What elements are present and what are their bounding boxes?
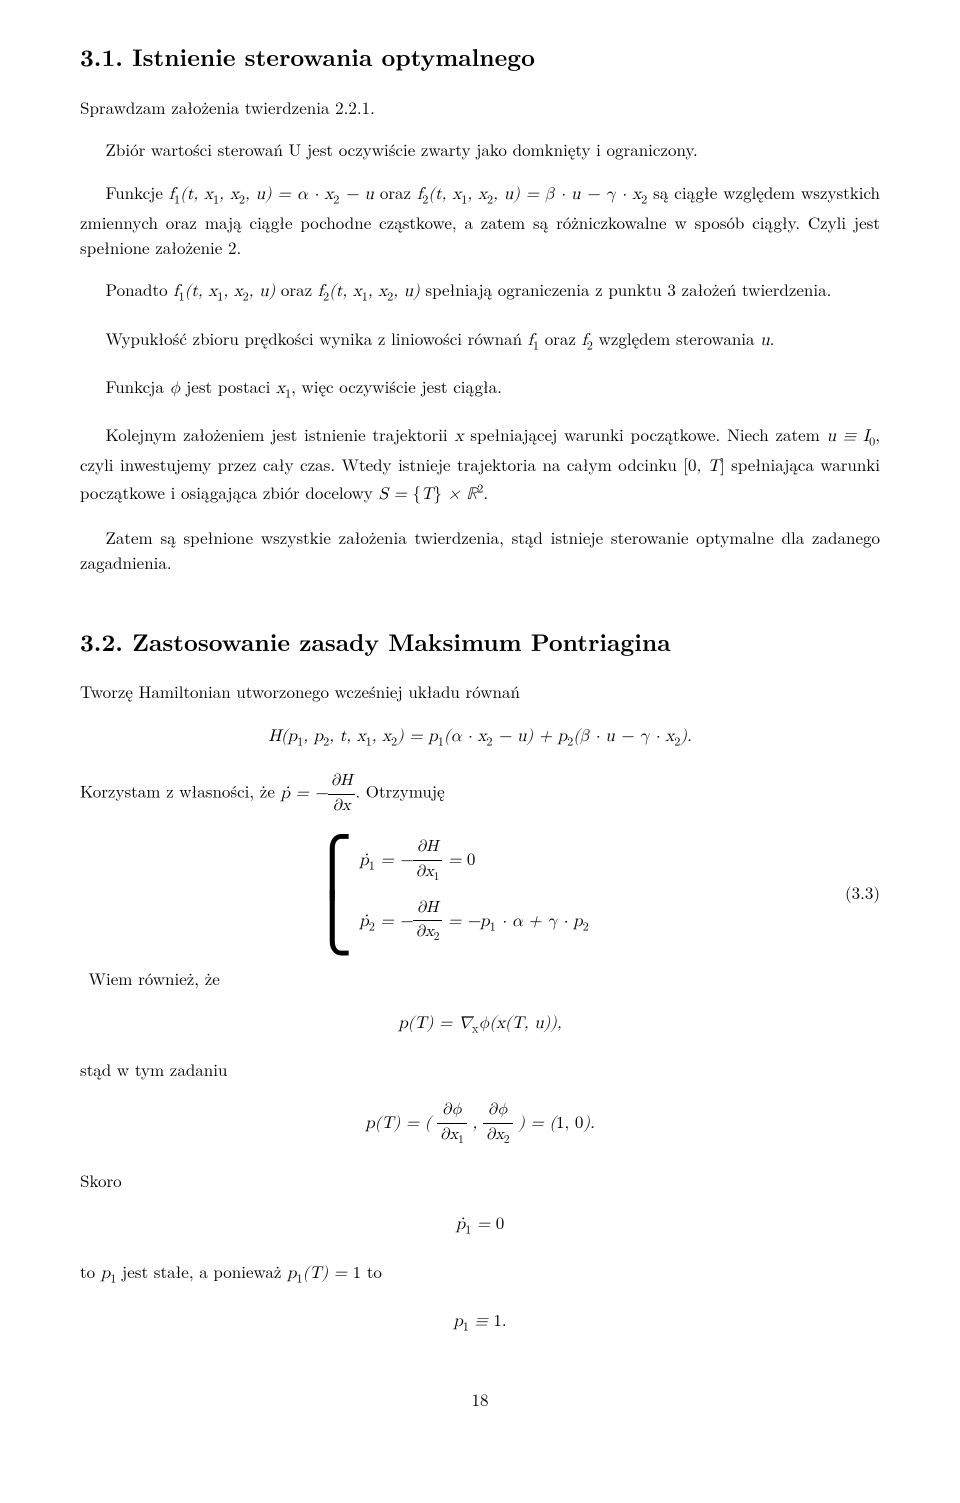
- equation-pT-grad: p(T) = ∇xϕ(x(T, u)),: [80, 1009, 880, 1039]
- math-inline: x1: [276, 380, 291, 397]
- paragraph: Wypukłość zbioru prędkości wynika z lini…: [80, 326, 880, 356]
- equation-hamiltonian: H(p1, p2, t, x1, x2) = p1(α · x2 − u) + …: [80, 722, 880, 752]
- math-inline: u ≡ I0: [827, 428, 876, 445]
- equation-number: (3.3): [820, 880, 880, 905]
- equation-p1-identity: p1 ≡ 1.: [80, 1307, 880, 1337]
- math-inline: p1(T) = 1: [287, 1265, 361, 1282]
- math-inline: S = {T} × ℝ2: [379, 486, 484, 503]
- section-3-1-heading: 3.1. Istnienie sterowania optymalnego: [80, 40, 880, 75]
- math-inline: [0, T]: [683, 458, 724, 475]
- paragraph: Zatem są spełnione wszystkie założenia t…: [80, 525, 880, 574]
- paragraph: Wiem również, że: [80, 966, 880, 991]
- math-inline: f2(t, x1, x2, u): [318, 283, 420, 300]
- math-inline: f1(t, x1, x2, u): [173, 283, 275, 300]
- section-title: Istnienie sterowania optymalnego: [132, 40, 535, 74]
- equation-pT-value: p(T) = ( ∂ϕ∂x1 , ∂ϕ∂x2 ) = (1, 0).: [80, 1099, 880, 1149]
- math-inline: f2(t, x1, x2, u) = β · u − γ · x2: [417, 186, 647, 203]
- paragraph: Korzystam z własności, że ṗ = −∂H∂x. Otr…: [80, 770, 880, 818]
- section-title: Zastosowanie zasady Maksimum Pontriagina: [132, 625, 671, 659]
- paragraph: Sprawdzam założenia twierdzenia 2.2.1.: [80, 95, 880, 120]
- section-number: 3.2.: [80, 625, 123, 659]
- math-inline: ṗ = −∂H∂x: [281, 785, 356, 802]
- paragraph: to p1 jest stałe, a ponieważ p1(T) = 1 t…: [80, 1259, 880, 1289]
- math-inline: f1(t, x1, x2, u) = α · x2 − u: [169, 186, 374, 203]
- equation-p1dot: ṗ1 = 0: [80, 1210, 880, 1240]
- paragraph: stąd w tym zadaniu: [80, 1057, 880, 1082]
- paragraph: Funkcja ϕ jest postaci x1, więc oczywiśc…: [80, 374, 880, 404]
- math-inline: x: [454, 428, 463, 445]
- math-inline: f2: [582, 332, 593, 349]
- paragraph: Funkcje f1(t, x1, x2, u) = α · x2 − u or…: [80, 180, 880, 259]
- paragraph: Zbiór wartości sterowań U jest oczywiści…: [80, 137, 880, 162]
- equation-system-3-3: ⎧⎩ ṗ1 = −∂H∂x1 = 0 ṗ2 = −∂H∂x2 = −p1 · α…: [80, 836, 880, 948]
- page-number: 18: [80, 1387, 880, 1412]
- math-inline: f1: [528, 332, 539, 349]
- math-inline: u: [760, 332, 769, 349]
- math-inline: ϕ: [170, 380, 181, 397]
- section-3-2-heading: 3.2. Zastosowanie zasady Maksimum Pontri…: [80, 625, 880, 660]
- paragraph: Ponadto f1(t, x1, x2, u) oraz f2(t, x1, …: [80, 277, 880, 307]
- paragraph: Skoro: [80, 1168, 880, 1193]
- paragraph: Kolejnym założeniem jest istnienie traje…: [80, 422, 880, 507]
- math-inline: p1: [101, 1265, 117, 1282]
- paragraph: Tworzę Hamiltonian utworzonego wcześniej…: [80, 679, 880, 704]
- section-number: 3.1.: [80, 40, 123, 74]
